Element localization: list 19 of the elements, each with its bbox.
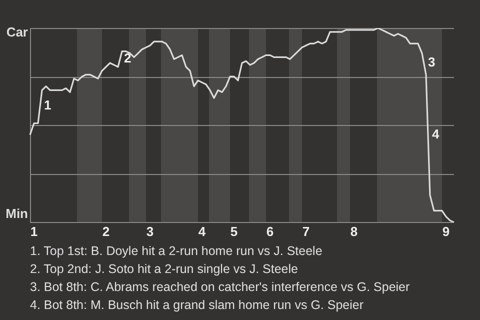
text: Min xyxy=(6,206,28,221)
x-tick-label: 2 xyxy=(102,224,110,239)
x-tick-label: 3 xyxy=(146,224,154,239)
x-tick-label: 6 xyxy=(266,224,274,239)
text: 3. Bot 8th: C. Abrams reached on catcher's interference vs G. Speier xyxy=(30,279,410,296)
annotation: 3 xyxy=(428,54,436,70)
x-tick-label: 5 xyxy=(230,224,238,239)
text: 1. Top 1st: B. Doyle hit a 2-run home run vs J. Steele xyxy=(30,243,324,260)
annotation: 4 xyxy=(432,126,440,142)
x-tick-label: 1 xyxy=(30,224,38,239)
text: Car xyxy=(6,24,28,40)
text: 4. Bot 8th: M. Busch hit a grand slam home run vs G. Speier xyxy=(30,297,364,314)
x-tick-label: 4 xyxy=(198,224,206,239)
x-tick-label: 8 xyxy=(350,224,358,239)
annotation: 1 xyxy=(44,97,52,112)
x-tick-label: 9 xyxy=(442,224,450,239)
text: 2. Top 2nd: J. Soto hit a 2-run single vs J. Steele xyxy=(30,261,299,278)
x-tick-label: 7 xyxy=(302,224,310,239)
annotation: 2 xyxy=(124,50,132,66)
